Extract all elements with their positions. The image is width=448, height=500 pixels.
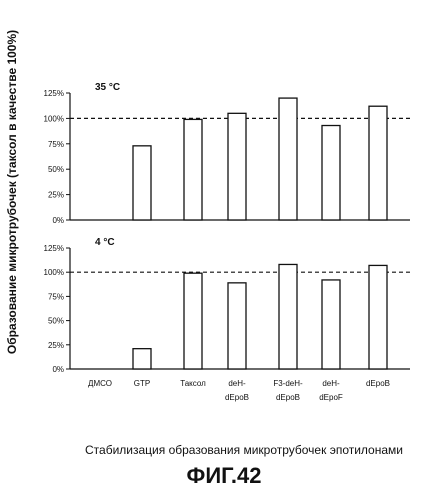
category-label: dеН- <box>322 379 340 388</box>
y-tick-label: 75% <box>48 140 64 149</box>
category-label: dЕроВ <box>276 393 300 402</box>
category-label: Таксол <box>180 379 206 388</box>
y-tick-label: 50% <box>48 317 64 326</box>
bar <box>279 98 297 220</box>
panel-label: 35 °C <box>95 82 120 93</box>
figure-caption: Стабилизация образования микротрубочек э… <box>40 443 448 457</box>
y-tick-label: 0% <box>52 216 64 225</box>
y-tick-label: 125% <box>44 89 64 98</box>
y-axis-title: Образование микротрубочек (таксол в каче… <box>5 30 19 354</box>
category-label: GTP <box>134 379 150 388</box>
figure-label: ФИГ.42 <box>0 463 448 489</box>
panel-label: 4 °C <box>95 237 115 248</box>
bar-chart: Образование микротрубочек (таксол в каче… <box>0 0 448 430</box>
bar <box>228 283 246 369</box>
category-label: dЕроВ <box>366 379 390 388</box>
bar <box>133 146 151 220</box>
y-tick-label: 100% <box>44 114 64 123</box>
category-label: F3-dеН- <box>273 379 303 388</box>
bar <box>322 280 340 369</box>
y-tick-label: 0% <box>52 365 64 374</box>
bar <box>279 264 297 369</box>
bar <box>369 106 387 220</box>
bar <box>228 113 246 220</box>
bar <box>184 119 202 220</box>
y-tick-label: 50% <box>48 165 64 174</box>
y-tick-label: 100% <box>44 268 64 277</box>
y-tick-label: 25% <box>48 341 64 350</box>
bar <box>322 126 340 220</box>
category-label: ДМСО <box>88 379 112 388</box>
category-label: dЕроВ <box>225 393 249 402</box>
bar <box>184 273 202 369</box>
y-tick-label: 125% <box>44 244 64 253</box>
bar <box>369 265 387 369</box>
y-tick-label: 25% <box>48 191 64 200</box>
category-label: dеН- <box>228 379 246 388</box>
y-tick-label: 75% <box>48 292 64 301</box>
category-label: dЕроF <box>319 393 343 402</box>
bar <box>133 349 151 369</box>
